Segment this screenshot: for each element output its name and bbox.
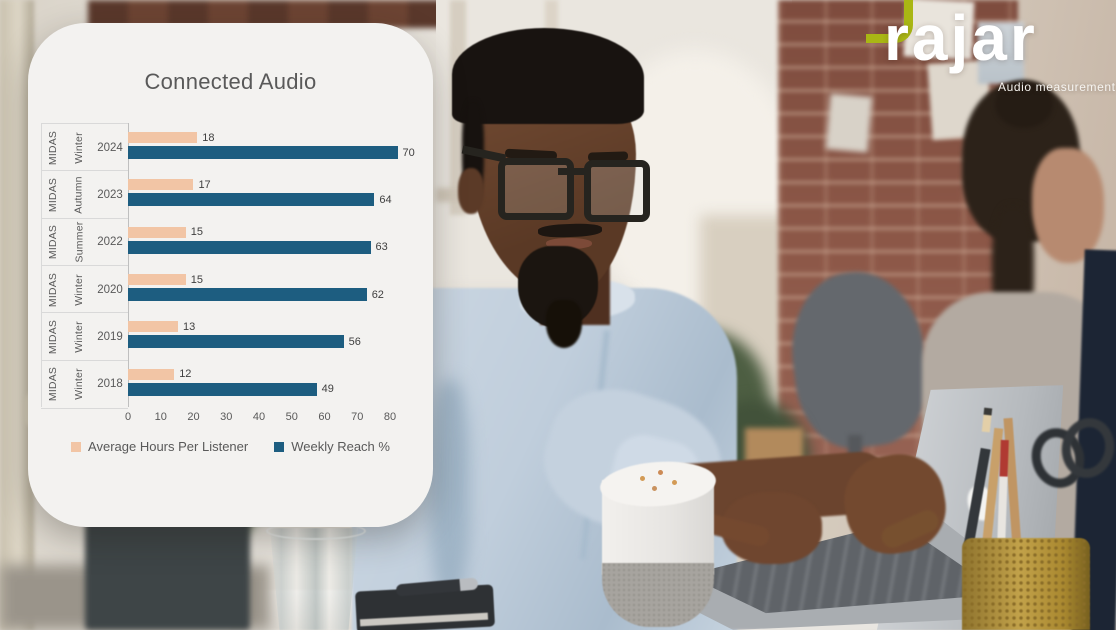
rajar-logo-wordmark: rajar [884,2,1038,74]
category-year: 2022 [97,236,123,249]
category-label-row: MIDAS Summer 2022 [41,217,128,266]
photo-man-ear [458,168,484,214]
category-label-row: MIDAS Winter 2019 [41,312,128,360]
bar-reach [128,335,344,349]
category-year: 2023 [97,188,123,201]
category-survey: MIDAS [47,177,60,213]
bar-hours [128,321,179,333]
photo-glasses-bridge [558,168,586,175]
bar-value-label: 64 [379,193,392,206]
bar-row: 15 62 [128,265,390,312]
photo-colleague-face [1032,148,1104,263]
x-axis: 0 10 20 30 40 50 60 70 80 [124,411,396,426]
category-wave: Winter [73,368,86,401]
legend-label: Weekly Reach % [291,439,390,454]
category-wave: Winter [73,321,86,353]
bar-hours [128,132,198,143]
bar-row: 17 64 [128,170,392,217]
category-label-row: MIDAS Autumn 2023 [41,170,128,218]
photo-smart-speaker-led [672,480,677,485]
legend-swatch-hours [71,441,82,452]
legend-swatch-reach [274,441,285,452]
bar-value-label: 17 [198,178,211,191]
category-survey: MIDAS [47,272,60,307]
category-wave: Summer [73,221,85,263]
category-survey: MIDAS [47,225,60,260]
photo-man-lips [546,238,592,249]
x-tick-label: 30 [220,411,233,423]
bar-row: 18 70 [128,123,415,170]
category-label-row: MIDAS Winter 2024 [41,123,128,171]
x-tick-label: 10 [154,411,167,423]
x-tick-label: 60 [318,411,331,423]
x-tick-label: 40 [252,411,266,423]
photo-smart-speaker-fabric [602,563,714,627]
bar-reach [128,146,398,159]
bar-row: 13 56 [128,312,390,359]
category-label-row: MIDAS Winter 2020 [41,265,128,313]
x-tick-label: 70 [351,411,364,423]
category-survey: MIDAS [47,130,60,165]
x-tick-label: 0 [124,411,132,423]
category-year: 2024 [97,141,123,154]
category-year: 2019 [97,330,123,343]
bar-hours [128,368,175,380]
bar-reach [128,240,371,254]
chart-title: Connected Audio [144,69,317,94]
bar-value-label: 15 [190,273,203,286]
photo-smart-speaker-led [640,476,645,481]
bar-value-label: 13 [183,320,196,333]
category-survey: MIDAS [47,319,60,355]
x-tick-label: 50 [285,411,298,423]
bar-reach [128,288,367,301]
category-wave: Winter [73,273,86,306]
bar-value-label: 62 [371,288,384,301]
bar-value-label: 49 [321,383,334,396]
bar-row: 15 63 [128,218,390,265]
bar-reach [128,382,317,396]
legend-item-reach: Weekly Reach % [274,439,390,454]
chart-legend: Average Hours Per Listener Weekly Reach … [28,439,433,454]
rajar-logo-tagline: Audio measurement [998,80,1116,94]
photo-man-goatee [546,300,582,348]
photo-colleague-bun [995,80,1053,128]
category-label-row: MIDAS Winter 2018 [41,359,128,409]
bar-hours [128,179,194,191]
category-wave: Winter [73,131,86,164]
legend-label: Average Hours Per Listener [88,439,249,454]
category-axis-line [128,123,129,407]
bar-value-label: 56 [348,335,361,348]
bar-value-label: 70 [402,146,415,159]
rajar-logo-hook-icon [866,0,913,43]
x-tick-label: 20 [187,411,200,423]
bar-value-label: 12 [179,368,192,381]
bar-row: 12 49 [128,360,390,407]
photo-man-hair [452,28,644,124]
category-year: 2020 [97,283,123,296]
photo-water-glass [269,528,359,630]
photo-pinned-paper [825,93,873,153]
category-survey: MIDAS [47,367,60,402]
bar-value-label: 15 [190,226,203,239]
photo-pen-pot-gold [962,538,1090,630]
photo-glasses-right-lens [584,160,650,222]
category-year: 2018 [97,378,123,391]
bar-reach [128,193,375,207]
category-wave: Autumn [73,176,86,214]
photo-smart-speaker-led [658,470,663,475]
bar-value-label: 18 [202,131,215,144]
photo-pinned-photo [978,22,1024,84]
photo-smart-speaker-led [652,486,657,491]
bar-value-label: 63 [375,241,388,254]
bar-hours [128,274,186,285]
legend-item-hours: Average Hours Per Listener [71,439,248,454]
photo-man-shirt-fold [430,380,470,600]
chart-card: Connected Audio MIDAS Winter 2024 MIDAS … [28,23,433,527]
x-tick-label: 80 [383,411,397,423]
photo-planter-box [85,508,250,630]
bar-hours [128,226,186,238]
